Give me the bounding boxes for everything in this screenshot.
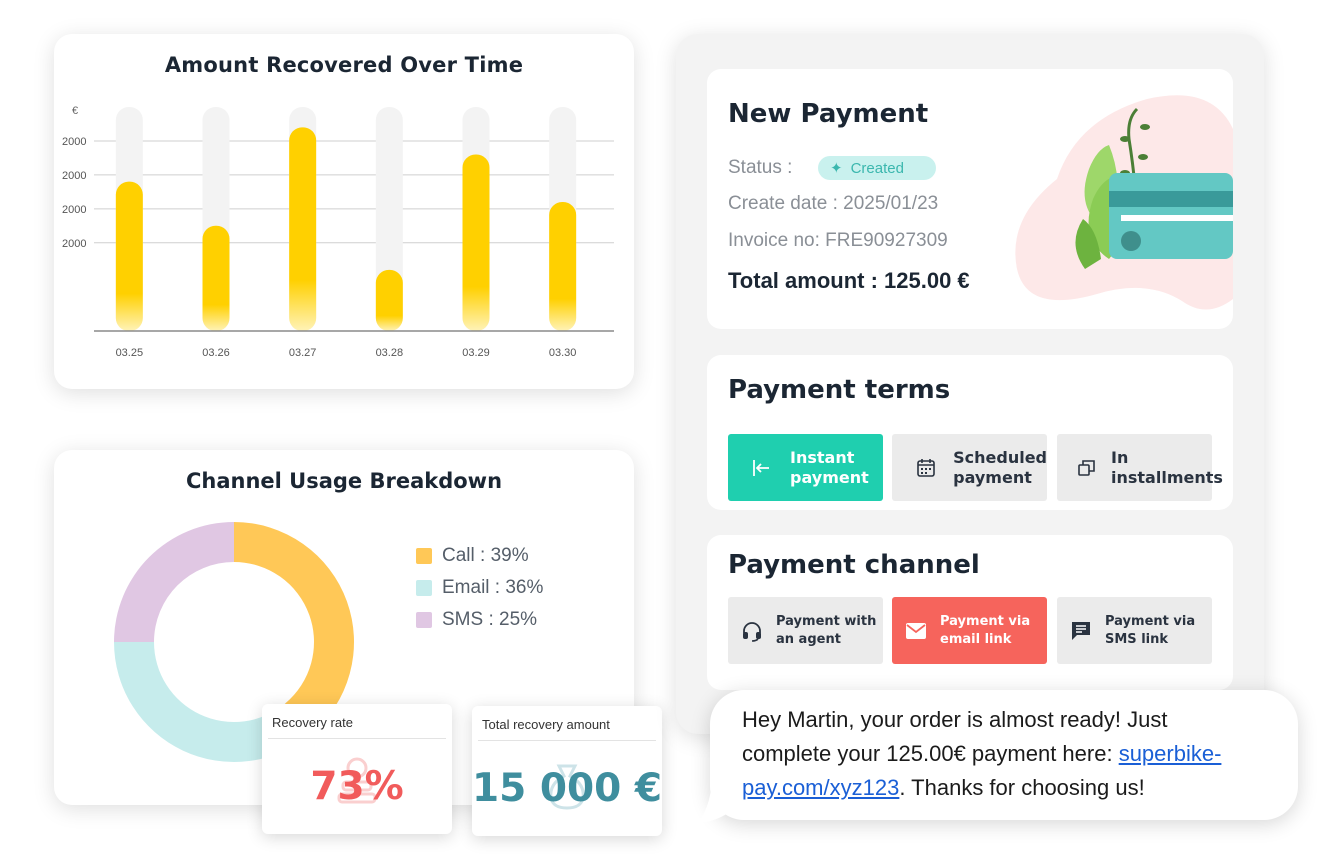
option-label: Payment via SMS link (1105, 613, 1196, 647)
headset-icon (738, 620, 766, 642)
money-bag-icon (549, 764, 585, 810)
option-label: Payment via email link (940, 613, 1031, 647)
option-pay-with-agent[interactable]: Payment with an agent (728, 597, 883, 664)
sms-message-bubble: Hey Martin, your order is almost ready! … (710, 690, 1298, 820)
bubble-tail (696, 780, 736, 824)
donut-slice-call (234, 522, 354, 735)
recovery-rate-card: Recovery rate 73% (262, 704, 452, 834)
copy-icon (1077, 458, 1097, 478)
recovery-rate-label: Recovery rate (272, 715, 353, 730)
legend-swatch-email (416, 580, 432, 596)
bar (202, 225, 230, 331)
x-tick-label: 03.28 (376, 347, 404, 359)
donut-chart-title: Channel Usage Breakdown (185, 469, 503, 493)
bar (375, 269, 403, 331)
total-recovery-value: 15 000 € (472, 766, 662, 811)
sparkle-icon: ✦ (830, 160, 843, 177)
total-recovery-label: Total recovery amount (482, 717, 610, 732)
donut-slice-email (114, 642, 311, 762)
bar (289, 127, 317, 331)
legend-label-sms: SMS : 25% (442, 609, 538, 630)
y-axis-unit: € (72, 105, 78, 117)
donut-chart (114, 522, 354, 762)
bar-chart: €2000 2000 2000 2000 03.25 03.26 03.27 03.28 03.… (62, 105, 614, 359)
bar (115, 181, 143, 331)
calendar-icon (912, 458, 939, 478)
divider (268, 738, 446, 739)
total-amount: Total amount : 125.00 € (728, 268, 970, 293)
option-label: Scheduled payment (953, 447, 1047, 487)
donut-slice-sms (114, 522, 234, 642)
option-label: Instant payment (790, 447, 869, 487)
x-tick-label: 03.25 (116, 347, 144, 359)
mail-icon (902, 622, 930, 640)
payment-terms-card: Payment terms Instant payment Scheduled pa… (707, 355, 1233, 510)
legend-label-email: Email : 36% (442, 577, 544, 598)
option-pay-via-email[interactable]: Payment via email link (892, 597, 1047, 664)
bar-chart-card: Amount Recovered Over Time €2000 2000 2000… (54, 34, 634, 389)
legend-swatch-call (416, 548, 432, 564)
donut-chart-card: Channel Usage Breakdown Call : 39% Email… (54, 450, 634, 805)
bar (549, 202, 577, 331)
option-scheduled-payment[interactable]: Scheduled payment (892, 434, 1047, 501)
x-tick-label: 03.27 (289, 347, 317, 359)
x-tick-label: 03.30 (549, 347, 577, 359)
payment-link[interactable]: superbike-pay.com/xyz123 (742, 741, 1222, 800)
option-label: Payment with an agent (776, 613, 877, 647)
y-tick-label: 2000 (62, 136, 86, 148)
bar (462, 154, 490, 331)
legend-item-sms: SMS : 25% (416, 604, 543, 636)
bar-chart-title: Amount Recovered Over Time (164, 53, 524, 77)
target-icon (337, 757, 377, 804)
payment-channel-card: Payment channel Payment with an agent Pay… (707, 535, 1233, 690)
legend-swatch-sms (416, 612, 432, 628)
payment-panel: New Payment Status : ✦ Created Create da… (676, 34, 1264, 734)
x-tick-label: 03.26 (202, 347, 230, 359)
payment-terms-title: Payment terms (728, 375, 951, 405)
donut-legend: Call : 39% Email : 36% SMS : 25% (416, 540, 543, 636)
y-tick-label: 2000 (62, 238, 86, 250)
total-recovery-card: Total recovery amount 15 000 € (472, 706, 662, 836)
option-installments[interactable]: In installments (1057, 434, 1223, 501)
option-instant-payment[interactable]: Instant payment (728, 434, 883, 501)
status-label: Status : (728, 157, 793, 178)
recovery-rate-value: 73% (310, 764, 404, 809)
legend-item-call: Call : 39% (416, 540, 543, 572)
legend-item-email: Email : 36% (416, 572, 543, 604)
credit-card-illustration-icon (1015, 95, 1233, 310)
option-label: In installments (1111, 447, 1223, 487)
invoice-number: Invoice no: FRE90927309 (728, 230, 948, 251)
new-payment-card: New Payment Status : ✦ Created Create da… (707, 69, 1233, 329)
status-badge-text: Created (850, 159, 904, 177)
arrow-left-bar-icon (748, 457, 776, 479)
y-tick-label: 2000 (62, 204, 86, 216)
option-pay-via-sms[interactable]: Payment via SMS link (1057, 597, 1212, 664)
sms-message-text: Hey Martin, your order is almost ready! … (742, 707, 1222, 800)
create-date: Create date : 2025/01/23 (728, 193, 939, 214)
status-badge: ✦ Created (818, 156, 936, 180)
new-payment-title: New Payment (728, 99, 929, 129)
chat-icon (1067, 620, 1095, 642)
x-tick-label: 03.29 (462, 347, 490, 359)
payment-channel-title: Payment channel (728, 550, 980, 580)
legend-label-call: Call : 39% (442, 545, 529, 566)
divider (478, 740, 656, 741)
y-tick-label: 2000 (62, 170, 86, 182)
